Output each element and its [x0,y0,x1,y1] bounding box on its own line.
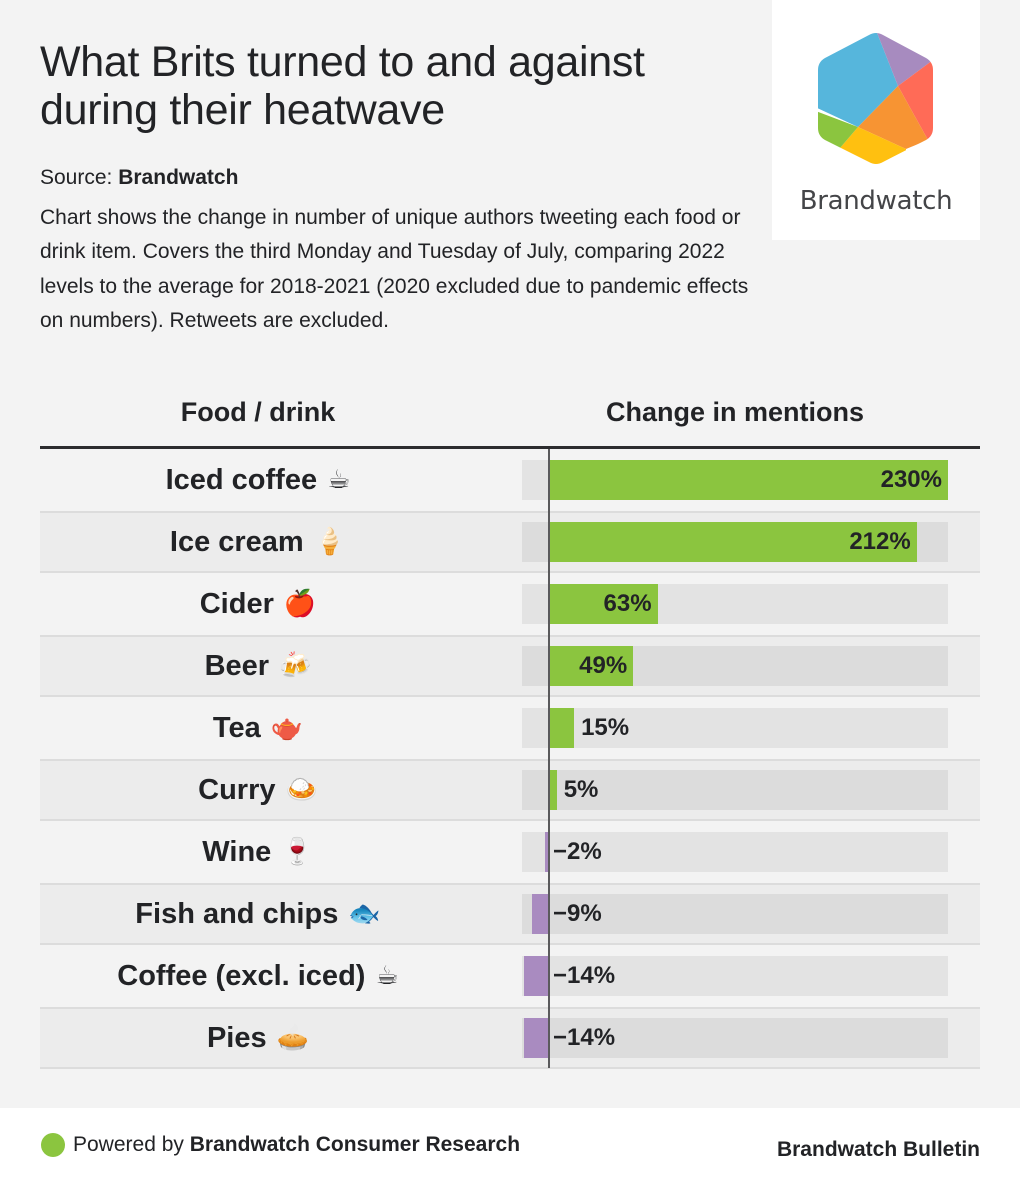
table-row: Tea 🫖 15% [40,697,980,759]
category-emoji-icon: 🍎 [283,589,317,619]
row-label: Ice cream 🍦 [40,513,476,571]
logo-wordmark: Brandwatch [799,186,953,216]
brandwatch-logo: Brandwatch [772,0,980,240]
row-label: Iced coffee ☕ [40,449,476,511]
table-row: Coffee (excl. iced) ☕ −14% [40,945,980,1007]
row-label: Tea 🫖 [40,697,476,759]
bar-track: −14% [522,956,948,996]
bar-negative [532,894,548,934]
bar-track: −14% [522,1018,948,1058]
bar-value-label: −14% [553,1024,616,1051]
bar-track: 63% [522,584,948,624]
bar-track: 15% [522,708,948,748]
category-name: Cider [199,587,274,620]
category-emoji-icon: 🐟 [348,899,381,929]
header-rule [40,446,980,449]
category-emoji-icon: 🥧 [276,1023,310,1053]
row-label: Fish and chips 🐟 [40,885,476,943]
column-header-food: Food / drink [180,397,336,427]
category-emoji-icon: 🍦 [313,527,347,557]
footer-brand: Brandwatch Bulletin [776,1138,980,1161]
logo-yellow [840,127,906,164]
source-prefix: Source: [40,166,113,189]
bar-positive [548,646,634,686]
bar-track: 5% [522,770,948,810]
brand-dot-icon [41,1133,65,1157]
bar-positive [548,522,917,562]
powered-name: Brandwatch Consumer Research [189,1133,521,1156]
bar-positive [548,770,557,810]
row-label: Cider 🍎 [40,573,476,635]
row-label: Curry 🍛 [40,761,476,819]
category-emoji-icon: 🍛 [285,775,318,805]
category-name: Beer [204,649,270,682]
footer: Powered by Brandwatch Consumer Research … [0,1108,1020,1190]
category-emoji-icon: ☕ [375,961,399,991]
table-row: Iced coffee ☕ 230% [40,449,980,511]
bar-track: 230% [522,460,948,500]
category-name: Wine [202,835,272,868]
chart-rows: Iced coffee ☕ 230% Ice cream 🍦 212% Cider 🍎 63% B… [40,449,980,1069]
category-name: Ice cream [169,525,304,558]
category-emoji-icon: 🍻 [279,651,312,681]
category-name: Curry [198,773,276,806]
category-emoji-icon: 🫖 [270,713,304,743]
bar-value-label: 63% [603,590,652,617]
table-row: Beer 🍻 49% [40,635,980,697]
table-row: Pies 🥧 −14% [40,1007,980,1069]
powered-prefix: Powered by [73,1133,184,1156]
bar-negative [544,832,548,872]
bar-value-label: 230% [880,466,942,493]
bar-value-label: 212% [849,528,911,555]
bar-value-label: 15% [581,714,630,741]
row-label: Beer 🍻 [40,637,476,695]
row-label: Coffee (excl. iced) ☕ [40,945,476,1007]
bar-track: 212% [522,522,948,562]
bar-value-label: −14% [553,962,616,989]
category-name: Pies [206,1021,267,1054]
bar-positive [548,708,575,748]
bar-value-label: −9% [553,900,602,927]
row-label: Pies 🥧 [40,1009,476,1067]
powered-by: Powered by Brandwatch Consumer Research [73,1130,520,1160]
column-header-change: Change in mentions [605,397,865,427]
source-name: Brandwatch [118,166,239,189]
bar-positive [548,460,948,500]
category-emoji-icon: 🍷 [281,837,314,867]
chart-description: Chart shows the change in number of uniq… [40,206,749,332]
bar-value-label: 5% [563,776,599,803]
table-row: Ice cream 🍦 212% [40,511,980,573]
zero-axis-line [548,449,550,1068]
bar-negative [523,956,548,996]
category-name: Coffee (excl. iced) [117,959,366,992]
table-row: Cider 🍎 63% [40,573,980,635]
category-emoji-icon: ☕ [327,465,351,495]
category-name: Iced coffee [165,463,318,496]
table-row: Curry 🍛 5% [40,759,980,821]
bar-value-label: 49% [579,652,628,679]
category-name: Fish and chips [135,897,339,930]
bar-negative [523,1018,548,1058]
table-row: Fish and chips 🐟 −9% [40,883,980,945]
bar-value-label: −2% [553,838,602,865]
logo-orange [858,86,928,149]
bar-track: −2% [522,832,948,872]
bar-track: 49% [522,646,948,686]
logo-red [898,40,933,140]
brandwatch-hexagon-icon [818,33,933,164]
row-label: Wine 🍷 [40,821,476,883]
source-line: Source: Brandwatch [40,164,238,192]
chart-title: What Brits turned to and against during … [40,38,645,134]
bar-positive [548,584,658,624]
bar-track: −9% [522,894,948,934]
table-row: Wine 🍷 −2% [40,821,980,883]
category-name: Tea [212,711,261,744]
